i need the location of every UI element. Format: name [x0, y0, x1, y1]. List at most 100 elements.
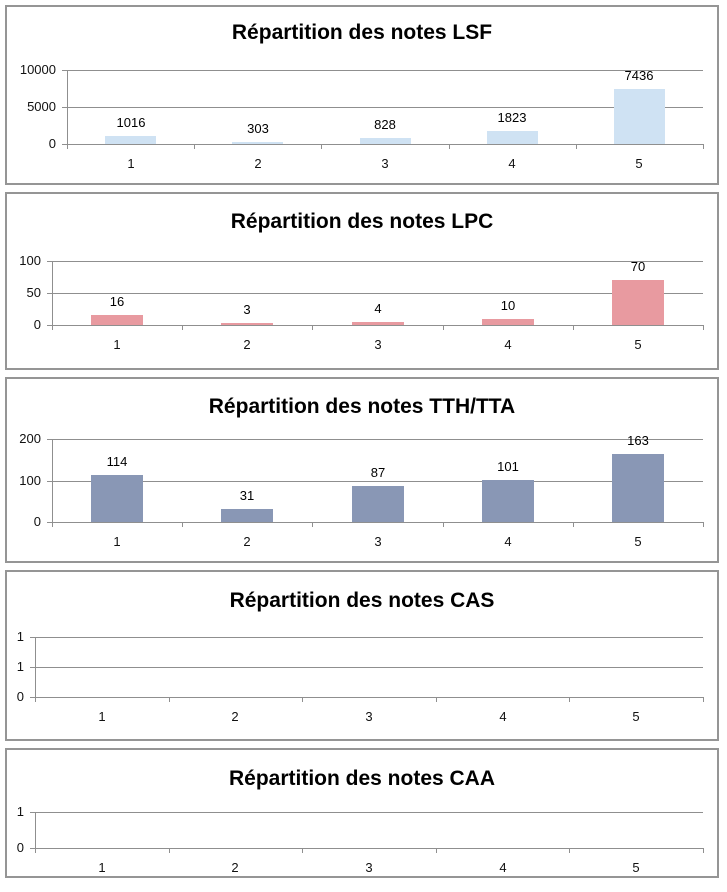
- y-axis-tick: [62, 70, 67, 71]
- x-category-label: 2: [243, 534, 251, 549]
- bar-value-label: 7436: [624, 68, 654, 83]
- y-axis-tick: [30, 812, 35, 813]
- x-axis-tick: [312, 522, 313, 527]
- x-category-label: 5: [632, 860, 640, 875]
- chart-panel-lpc: Répartition des notes LPC 0 50 100 1 2 3 4 5 16 3…: [5, 192, 719, 370]
- gridline: [52, 439, 703, 440]
- bar: [482, 480, 534, 522]
- gridline: [35, 812, 703, 813]
- y-tick-label: 50: [26, 285, 41, 300]
- x-axis-tick: [302, 697, 303, 702]
- y-tick-label: 200: [19, 431, 41, 446]
- bar: [232, 142, 283, 144]
- chart-title: Répartition des notes CAA: [228, 767, 496, 790]
- gridline: [67, 144, 703, 145]
- bar: [91, 475, 143, 522]
- gridline: [52, 522, 703, 523]
- bar-value-label: 303: [247, 121, 269, 136]
- y-axis-tick: [30, 697, 35, 698]
- bar: [352, 322, 404, 325]
- x-category-label: 2: [254, 156, 262, 171]
- bar-value-label: 16: [109, 294, 125, 309]
- x-axis-tick: [436, 848, 437, 853]
- gridline: [67, 107, 703, 108]
- x-axis-tick: [703, 325, 704, 330]
- x-category-label: 4: [499, 860, 507, 875]
- x-axis-tick: [312, 325, 313, 330]
- gridline: [52, 293, 703, 294]
- bar-value-label: 1823: [497, 110, 527, 125]
- x-category-label: 1: [98, 860, 106, 875]
- bar: [221, 509, 273, 522]
- chart-panel-tth-tta: Répartition des notes TTH/TTA 0 100 200 1 2 3…: [5, 377, 719, 563]
- bar: [105, 136, 156, 144]
- x-category-label: 5: [632, 709, 640, 724]
- x-category-label: 3: [374, 534, 382, 549]
- y-axis-tick: [30, 848, 35, 849]
- y-tick-label: 0: [16, 840, 24, 855]
- chart-title: Répartition des notes TTH/TTA: [208, 395, 516, 418]
- x-axis-tick: [436, 697, 437, 702]
- y-axis-line: [35, 812, 36, 853]
- x-category-label: 3: [374, 337, 382, 352]
- bar-value-label: 10: [500, 298, 516, 313]
- y-tick-label: 1: [16, 804, 24, 819]
- bar: [487, 131, 538, 144]
- gridline: [35, 637, 703, 638]
- y-axis-tick: [47, 325, 52, 326]
- x-axis-tick: [569, 848, 570, 853]
- x-axis-tick: [443, 325, 444, 330]
- y-axis-tick: [47, 261, 52, 262]
- gridline: [52, 481, 703, 482]
- bar-value-label: 87: [370, 465, 386, 480]
- y-tick-label: 0: [48, 136, 56, 151]
- y-axis-tick: [47, 481, 52, 482]
- x-axis-tick: [302, 848, 303, 853]
- plot-area: 0 1 1 2 3 4 5: [7, 750, 717, 876]
- chart-title: Répartition des notes CAS: [229, 589, 495, 612]
- gridline: [35, 697, 703, 698]
- x-axis-tick: [449, 144, 450, 149]
- y-axis-tick: [30, 667, 35, 668]
- y-tick-label: 5000: [27, 99, 56, 114]
- x-axis-tick: [182, 325, 183, 330]
- y-tick-label: 10000: [19, 62, 56, 77]
- plot-area: 0 1 1 1 2 3 4 5: [7, 572, 717, 739]
- x-axis-tick: [194, 144, 195, 149]
- x-axis-tick: [443, 522, 444, 527]
- x-axis-tick: [182, 522, 183, 527]
- y-axis-line: [67, 70, 68, 149]
- y-tick-label: 0: [33, 514, 41, 529]
- y-tick-label: 1: [16, 659, 24, 674]
- x-category-label: 5: [634, 534, 642, 549]
- plot-area: 0 100 200 1 2 3 4 5 114 31 87 101 163: [7, 379, 717, 561]
- chart-title: Répartition des notes LPC: [230, 210, 494, 233]
- bar: [482, 319, 534, 325]
- y-axis-line: [35, 637, 36, 702]
- bar-value-label: 31: [239, 488, 255, 503]
- chart-panel-caa: Répartition des notes CAA 0 1 1 2 3 4 5: [5, 748, 719, 878]
- bar: [91, 315, 143, 325]
- bar-value-label: 4: [374, 301, 382, 316]
- y-tick-label: 0: [33, 317, 41, 332]
- x-category-label: 4: [499, 709, 507, 724]
- y-axis-tick: [47, 293, 52, 294]
- x-axis-tick: [573, 325, 574, 330]
- x-axis-tick: [703, 522, 704, 527]
- x-category-label: 2: [243, 337, 251, 352]
- gridline: [67, 70, 703, 71]
- x-category-label: 2: [231, 860, 239, 875]
- y-axis-tick: [30, 637, 35, 638]
- x-axis-tick: [576, 144, 577, 149]
- y-tick-label: 100: [19, 473, 41, 488]
- x-category-label: 1: [127, 156, 135, 171]
- bar-value-label: 101: [497, 459, 519, 474]
- gridline: [35, 848, 703, 849]
- chart-panel-lsf: Répartition des notes LSF 0 5000 10000 1 2 3 4…: [5, 5, 719, 185]
- x-category-label: 4: [504, 534, 512, 549]
- x-category-label: 4: [508, 156, 516, 171]
- y-tick-label: 100: [19, 253, 41, 268]
- x-category-label: 2: [231, 709, 239, 724]
- bar-value-label: 70: [630, 259, 646, 274]
- bar-value-label: 828: [374, 117, 396, 132]
